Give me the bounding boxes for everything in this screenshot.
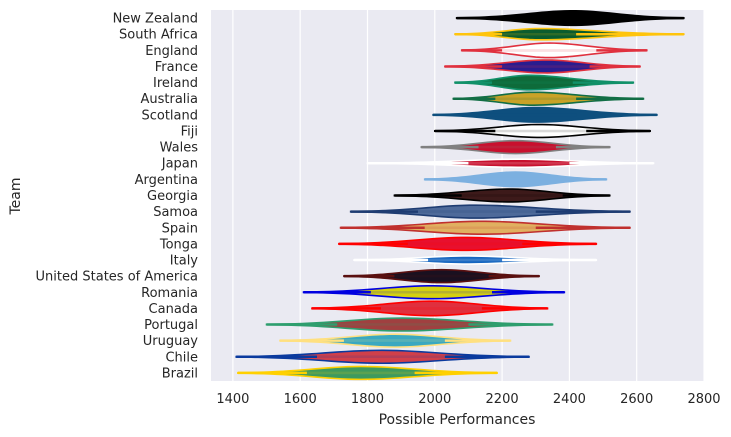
y-axis-title: Team bbox=[8, 177, 24, 215]
violin-inner-box bbox=[491, 81, 573, 85]
y-tick-label: Romania bbox=[141, 286, 198, 301]
y-tick-label: Chile bbox=[165, 350, 198, 365]
violin-japan bbox=[366, 158, 655, 169]
x-tick-label: 1600 bbox=[284, 392, 317, 407]
violin-tonga bbox=[338, 236, 598, 252]
y-tick-label: Italy bbox=[170, 254, 199, 269]
violin-inner-box bbox=[502, 48, 597, 52]
violin-england bbox=[460, 42, 648, 59]
violin-australia bbox=[452, 91, 645, 106]
violin-scotland bbox=[432, 106, 658, 123]
violin-series bbox=[235, 10, 685, 381]
y-tick-label: Fiji bbox=[181, 124, 198, 139]
violin-inner-box bbox=[370, 290, 492, 294]
x-tick-labels: 1400 1600 1800 2000 2200 2400 2600 2800 bbox=[216, 392, 720, 407]
y-tick-label: Brazil bbox=[162, 366, 198, 381]
y-tick-label: Spain bbox=[162, 221, 198, 236]
y-tick-label: Wales bbox=[160, 141, 199, 156]
y-tick-label: Tonga bbox=[159, 237, 198, 252]
x-axis-title: Possible Performances bbox=[379, 412, 536, 428]
y-tick-label: Argentina bbox=[135, 173, 198, 188]
violin-united-states-of-america bbox=[343, 268, 540, 284]
violin-inner-box bbox=[488, 113, 577, 117]
x-tick-label: 2200 bbox=[486, 392, 519, 407]
y-tick-label: Samoa bbox=[153, 205, 198, 220]
y-tick-label: Portugal bbox=[144, 318, 198, 333]
violin-argentina bbox=[423, 171, 608, 188]
violin-romania bbox=[302, 285, 566, 300]
violin-inner-box bbox=[407, 242, 523, 246]
y-tick-label: New Zealand bbox=[113, 12, 198, 27]
y-tick-label: France bbox=[155, 60, 198, 75]
violin-wales bbox=[420, 139, 611, 155]
violin-inner-box bbox=[468, 161, 570, 165]
violin-inner-box bbox=[495, 97, 577, 101]
violin-inner-box bbox=[380, 306, 482, 310]
y-tick-label: South Africa bbox=[119, 28, 198, 43]
y-tick-label: Japan bbox=[161, 157, 198, 172]
y-tick-label: Uruguay bbox=[143, 334, 199, 349]
violin-ireland bbox=[454, 74, 635, 91]
violin-canada bbox=[311, 300, 549, 317]
violin-fiji bbox=[433, 123, 651, 139]
violin-inner-box bbox=[478, 145, 556, 149]
violin-new-zealand bbox=[455, 10, 685, 27]
violin-inner-box bbox=[428, 258, 503, 262]
violin-inner-box bbox=[317, 355, 445, 359]
violin-chile bbox=[235, 349, 530, 365]
violin-inner-box bbox=[495, 129, 587, 133]
x-tick-label: 2600 bbox=[620, 392, 653, 407]
y-tick-label: England bbox=[145, 44, 198, 59]
violin-samoa bbox=[349, 204, 631, 219]
y-tick-label: Scotland bbox=[141, 108, 198, 123]
violin-uruguay bbox=[279, 333, 512, 348]
y-tick-label: Canada bbox=[149, 302, 198, 317]
violin-inner-box bbox=[306, 371, 415, 375]
x-tick-label: 2800 bbox=[687, 392, 720, 407]
violin-inner-box bbox=[394, 274, 489, 278]
x-tick-label: 2000 bbox=[418, 392, 451, 407]
y-tick-label: Georgia bbox=[147, 189, 198, 204]
violin-brazil bbox=[237, 365, 498, 381]
violin-inner-box bbox=[424, 226, 536, 230]
violin-south-africa bbox=[454, 27, 685, 41]
violin-inner-box bbox=[502, 64, 590, 68]
violin-inner-box bbox=[417, 210, 536, 214]
violin-inner-box bbox=[522, 16, 624, 20]
y-tick-label: Ireland bbox=[153, 76, 198, 91]
violin-inner-box bbox=[343, 339, 445, 343]
violin-georgia bbox=[393, 188, 611, 203]
violin-inner-box bbox=[461, 194, 563, 197]
y-tick-label: Australia bbox=[140, 92, 198, 107]
y-tick-label: United States of America bbox=[36, 270, 198, 285]
x-tick-label: 1400 bbox=[216, 392, 249, 407]
violin-inner-box bbox=[502, 32, 577, 36]
violin-spain bbox=[339, 220, 631, 236]
violin-portugal bbox=[265, 317, 554, 332]
violin-inner-box bbox=[337, 323, 469, 327]
violin-france bbox=[444, 59, 641, 74]
violin-inner-box bbox=[468, 177, 570, 181]
violin-italy bbox=[353, 255, 598, 265]
x-tick-label: 1800 bbox=[351, 392, 384, 407]
x-tick-label: 2400 bbox=[553, 392, 586, 407]
